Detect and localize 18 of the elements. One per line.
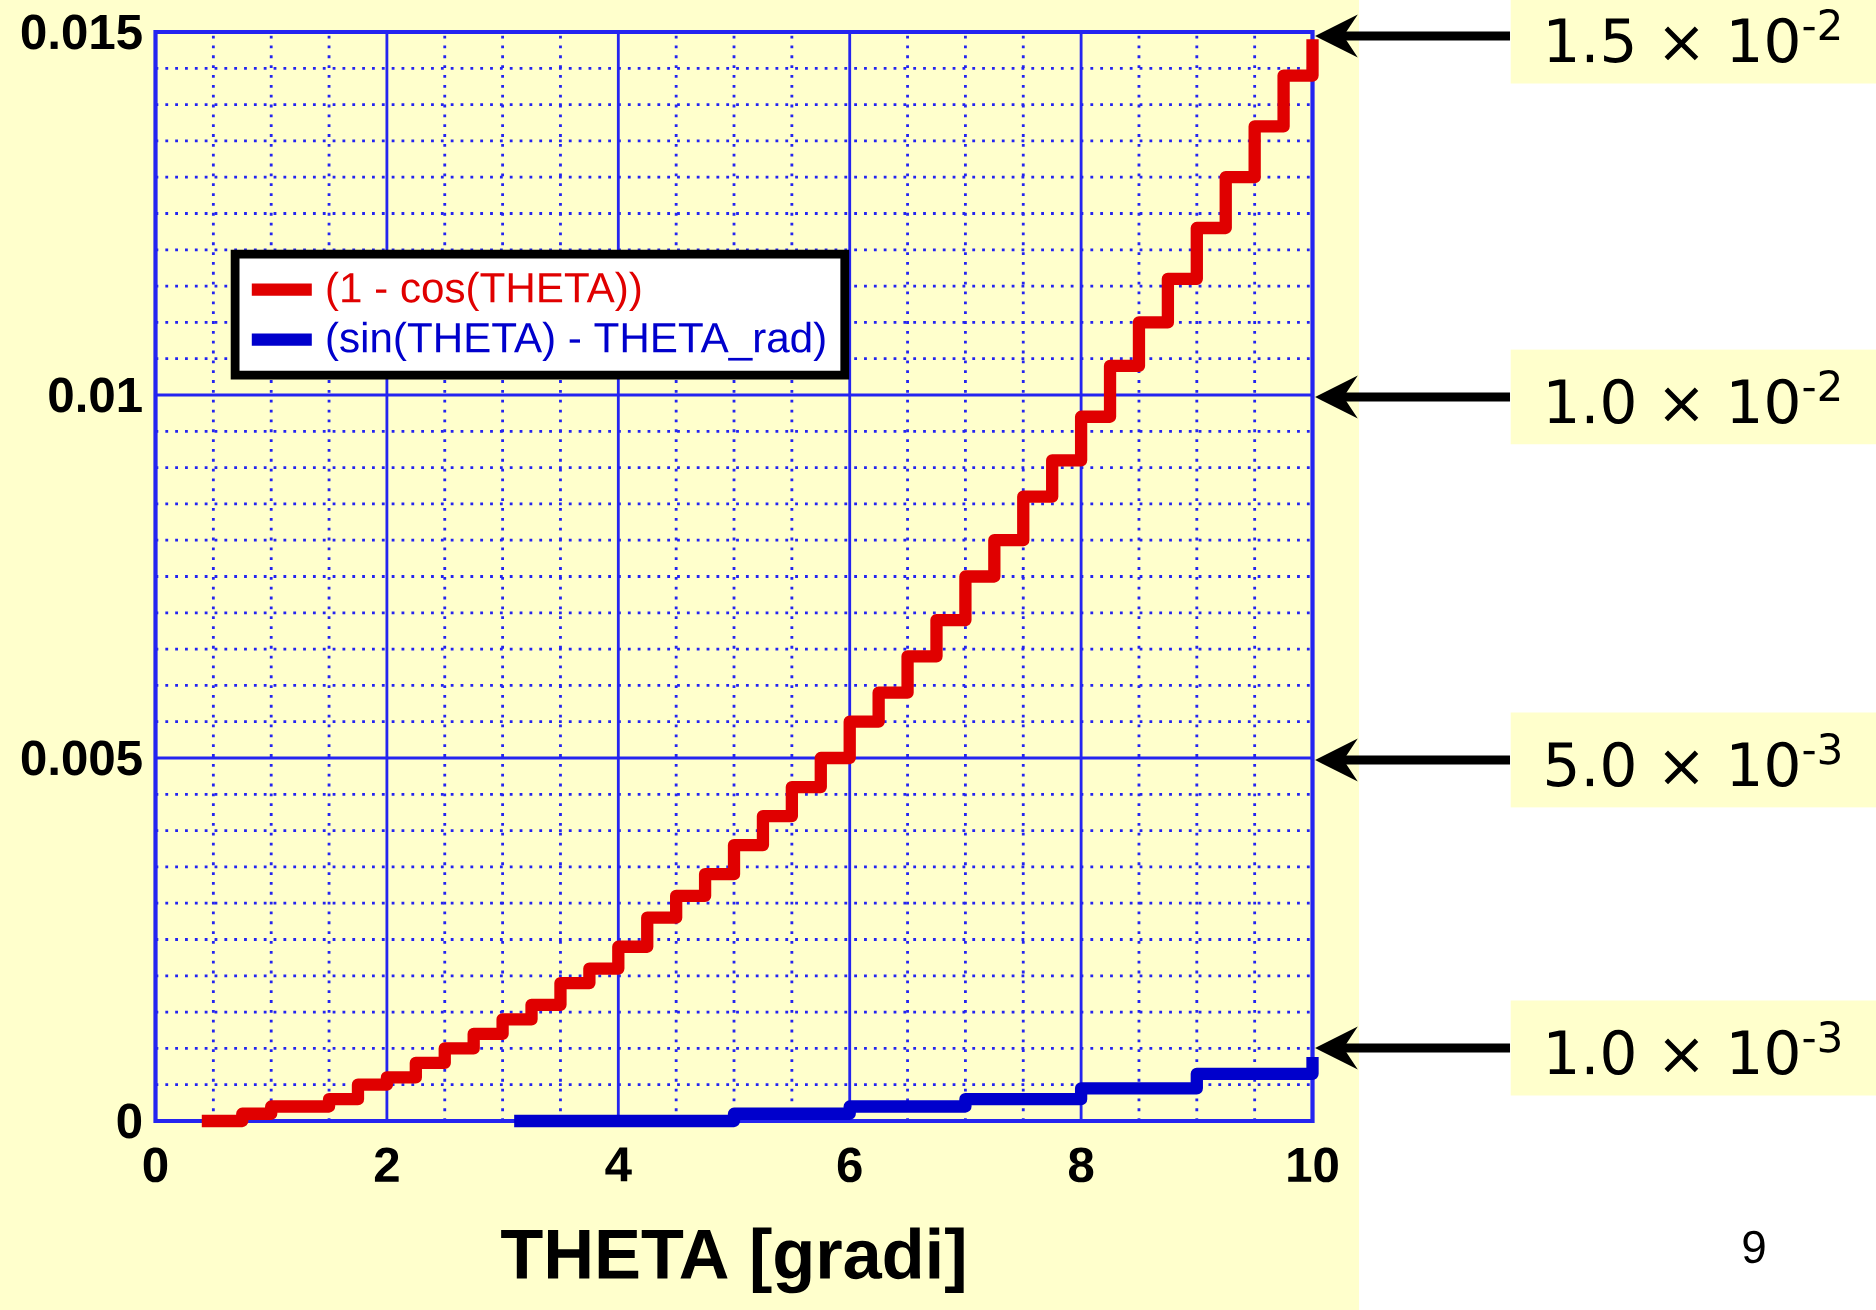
text: 5.0 × 10$^{-3}$ bbox=[1547, 733, 1840, 787]
x-tick-label: 4 bbox=[605, 1147, 632, 1182]
x-tick-label: 10 bbox=[1288, 1147, 1338, 1183]
y-tick-label: 0 bbox=[117, 1103, 142, 1139]
y-tick-label: 0.005 bbox=[21, 740, 142, 776]
x-tick-label: 8 bbox=[1068, 1147, 1094, 1183]
x-tick-label: 6 bbox=[837, 1147, 862, 1183]
x-tick-label: 2 bbox=[374, 1147, 399, 1182]
x-axis-title: THETA [gradi] bbox=[501, 1227, 964, 1294]
y-tick-label: 0.015 bbox=[21, 14, 142, 50]
y-tick-label: 0.01 bbox=[49, 377, 142, 413]
x-tick-label: 0 bbox=[143, 1147, 168, 1183]
legend-label: (sin(THETA) - THETA_rad) bbox=[327, 321, 825, 361]
text: 1.0 × 10$^{-3}$ bbox=[1549, 1021, 1840, 1075]
text: 1.0 × 10$^{-2}$ bbox=[1549, 370, 1840, 424]
text: 1.5 × 10$^{-2}$ bbox=[1549, 9, 1840, 63]
legend-label: (1 - cos(THETA)) bbox=[327, 271, 641, 312]
text: 9 bbox=[1743, 1230, 1765, 1264]
